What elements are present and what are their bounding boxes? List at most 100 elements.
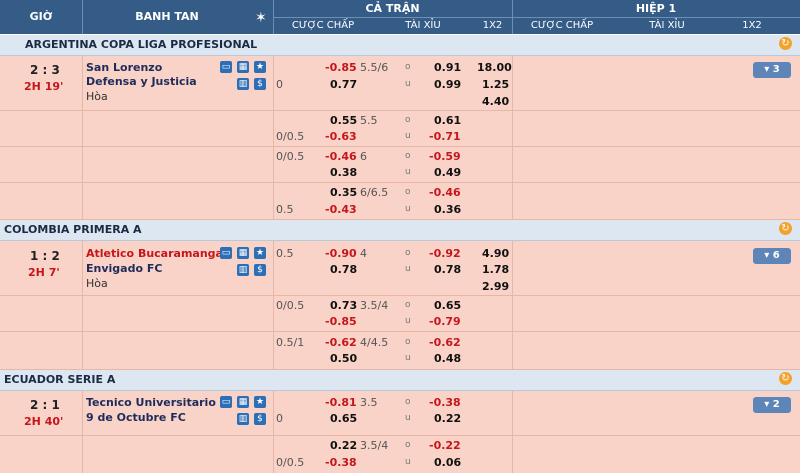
more-markets-button[interactable]: ▾ 2 xyxy=(753,397,791,413)
under-odds[interactable]: 0.99 xyxy=(434,78,462,91)
draw-label: Hòa xyxy=(86,90,108,103)
league-header: COLOMBIA PRIMERA A ↻ xyxy=(0,220,800,241)
away-team[interactable]: Envigado FC xyxy=(86,262,163,275)
match-score: 2 : 3 xyxy=(30,63,60,77)
handicap-away-odds[interactable]: 0.65 xyxy=(330,412,358,425)
refresh-icon[interactable]: ↻ xyxy=(779,372,792,385)
over-odds[interactable]: -0.46 xyxy=(429,186,461,199)
under-odds[interactable]: 0.36 xyxy=(434,203,462,216)
over-odds[interactable]: -0.22 xyxy=(429,439,461,452)
match-time: 2H 7' xyxy=(28,266,60,279)
x12-home-odds[interactable]: 4.90 xyxy=(482,247,510,260)
handicap-home-odds[interactable]: 0.35 xyxy=(330,186,358,199)
handicap-home-odds[interactable]: -0.85 xyxy=(325,61,357,74)
under-label: u xyxy=(405,316,411,326)
match-row: 2 : 3 2H 19' San Lorenzo Defensa y Justi… xyxy=(0,56,800,111)
match-row: 2 : 1 2H 40' Tecnico Universitario 9 de … xyxy=(0,391,800,436)
handicap-away-odds[interactable]: 0.38 xyxy=(330,166,358,179)
x12-draw-odds[interactable]: 1.78 xyxy=(482,263,510,276)
ou-line: 4 xyxy=(360,247,367,260)
tv-icon[interactable]: ▭ xyxy=(220,61,232,73)
tv-icon[interactable]: ▭ xyxy=(220,247,232,259)
over-odds[interactable]: 0.65 xyxy=(434,299,462,312)
ou-line: 5.5/6 xyxy=(360,61,389,74)
dollar-icon[interactable]: $ xyxy=(254,78,266,90)
star-icon[interactable]: ★ xyxy=(254,61,266,73)
refresh-icon[interactable]: ↻ xyxy=(779,37,792,50)
full-time-header: CẢ TRẬN xyxy=(365,2,420,15)
over-label: o xyxy=(405,115,411,125)
handicap-away-odds[interactable]: -0.43 xyxy=(325,203,357,216)
under-odds[interactable]: -0.79 xyxy=(429,315,461,328)
over-odds[interactable]: -0.38 xyxy=(429,396,461,409)
over-odds[interactable]: 0.91 xyxy=(434,61,462,74)
under-odds[interactable]: -0.71 xyxy=(429,130,461,143)
handicap-home-odds[interactable]: 0.55 xyxy=(330,114,358,127)
dollar-icon[interactable]: $ xyxy=(254,413,266,425)
league-name: ECUADOR SERIE A xyxy=(4,373,116,386)
favorites-star-icon[interactable]: ✶ xyxy=(255,10,267,26)
under-odds[interactable]: 0.22 xyxy=(434,412,462,425)
handicap-line: 0/0.5 xyxy=(276,456,305,469)
handicap-home-odds[interactable]: -0.46 xyxy=(325,150,357,163)
odds-row: 0/0.5 0.22 -0.38 3.5/4 o u -0.22 0.06 xyxy=(0,436,800,473)
away-team[interactable]: Defensa y Justicia xyxy=(86,75,197,88)
over-under-h1-header: TÀI XỈU xyxy=(649,20,685,31)
tv-icon[interactable]: ▭ xyxy=(220,396,232,408)
handicap-away-odds[interactable]: 0.77 xyxy=(330,78,358,91)
home-team[interactable]: Atletico Bucaramanga xyxy=(86,247,223,260)
over-label: o xyxy=(405,337,411,347)
under-odds[interactable]: 0.48 xyxy=(434,352,462,365)
handicap-away-odds[interactable]: -0.38 xyxy=(325,456,357,469)
handicap-away-odds[interactable]: -0.85 xyxy=(325,315,357,328)
odds-row: 0/0.5 0.73 -0.85 3.5/4 o u 0.65 -0.79 xyxy=(0,296,800,332)
dollar-icon[interactable]: $ xyxy=(254,264,266,276)
under-odds[interactable]: 0.06 xyxy=(434,456,462,469)
refresh-icon[interactable]: ↻ xyxy=(779,222,792,235)
match-score: 2 : 1 xyxy=(30,398,60,412)
ou-line: 4/4.5 xyxy=(360,336,389,349)
handicap-away-odds[interactable]: 0.50 xyxy=(330,352,358,365)
over-odds[interactable]: -0.92 xyxy=(429,247,461,260)
stats-icon[interactable]: ▥ xyxy=(237,413,249,425)
handicap-home-odds[interactable]: 0.73 xyxy=(330,299,358,312)
handicap-home-odds[interactable]: -0.90 xyxy=(325,247,357,260)
stats-icon[interactable]: ▥ xyxy=(237,78,249,90)
over-label: o xyxy=(405,397,411,407)
under-label: u xyxy=(405,457,411,467)
handicap-away-odds[interactable]: -0.63 xyxy=(325,130,357,143)
ou-line: 3.5/4 xyxy=(360,299,389,312)
handicap-home-odds[interactable]: -0.81 xyxy=(325,396,357,409)
more-markets-button[interactable]: ▾ 3 xyxy=(753,62,791,78)
match-time: 2H 40' xyxy=(24,415,64,428)
star-icon[interactable]: ★ xyxy=(254,396,266,408)
handicap-header: CƯỢC CHẤP xyxy=(291,20,355,31)
lineup-icon[interactable]: ▦ xyxy=(237,61,249,73)
over-odds[interactable]: 0.61 xyxy=(434,114,462,127)
home-team[interactable]: San Lorenzo xyxy=(86,61,163,74)
handicap-home-odds[interactable]: -0.62 xyxy=(325,336,357,349)
handicap-away-odds[interactable]: 0.78 xyxy=(330,263,358,276)
x12-away-odds[interactable]: 4.40 xyxy=(482,95,510,108)
under-odds[interactable]: 0.49 xyxy=(434,166,462,179)
handicap-home-odds[interactable]: 0.22 xyxy=(330,439,358,452)
under-odds[interactable]: 0.78 xyxy=(434,263,462,276)
handicap-line: 0/0.5 xyxy=(276,150,305,163)
over-odds[interactable]: -0.62 xyxy=(429,336,461,349)
x12-h1-header: 1X2 xyxy=(742,20,762,31)
lineup-icon[interactable]: ▦ xyxy=(237,396,249,408)
handicap-line: 0.5 xyxy=(276,247,294,260)
over-label: o xyxy=(405,151,411,161)
x12-draw-odds[interactable]: 1.25 xyxy=(482,78,510,91)
home-team[interactable]: Tecnico Universitario xyxy=(86,396,216,409)
lineup-icon[interactable]: ▦ xyxy=(237,247,249,259)
star-icon[interactable]: ★ xyxy=(254,247,266,259)
more-markets-button[interactable]: ▾ 6 xyxy=(753,248,791,264)
league-name: ARGENTINA COPA LIGA PROFESIONAL xyxy=(25,38,258,51)
x12-home-odds[interactable]: 18.00 xyxy=(477,61,512,74)
x12-away-odds[interactable]: 2.99 xyxy=(482,280,510,293)
over-odds[interactable]: -0.59 xyxy=(429,150,461,163)
league-name: COLOMBIA PRIMERA A xyxy=(4,223,142,236)
away-team[interactable]: 9 de Octubre FC xyxy=(86,411,186,424)
stats-icon[interactable]: ▥ xyxy=(237,264,249,276)
